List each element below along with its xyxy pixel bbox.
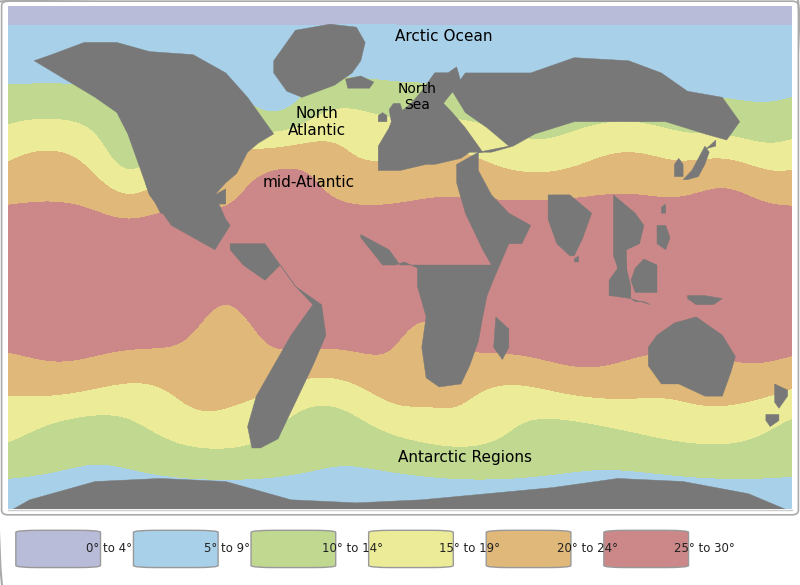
Text: 5° to 9°: 5° to 9° (204, 542, 250, 555)
Polygon shape (145, 183, 165, 213)
FancyBboxPatch shape (134, 530, 218, 567)
FancyBboxPatch shape (486, 530, 571, 567)
Polygon shape (657, 225, 670, 250)
Polygon shape (389, 104, 404, 128)
Polygon shape (631, 298, 650, 305)
Text: North
Atlantic: North Atlantic (288, 105, 346, 138)
Polygon shape (411, 67, 461, 106)
Text: 20° to 24°: 20° to 24° (557, 542, 618, 555)
Polygon shape (274, 24, 365, 97)
Text: 0° to 4°: 0° to 4° (86, 542, 132, 555)
Polygon shape (662, 204, 666, 213)
Text: Arctic Ocean: Arctic Ocean (395, 29, 492, 44)
Polygon shape (683, 146, 710, 180)
Polygon shape (8, 479, 792, 555)
Text: Antarctic Regions: Antarctic Regions (398, 450, 532, 464)
Polygon shape (687, 295, 722, 305)
Polygon shape (494, 317, 509, 360)
Polygon shape (648, 317, 735, 396)
FancyBboxPatch shape (604, 530, 689, 567)
Polygon shape (34, 43, 274, 250)
Polygon shape (614, 195, 644, 274)
Polygon shape (215, 189, 226, 204)
Polygon shape (574, 256, 578, 262)
Polygon shape (774, 384, 788, 408)
FancyBboxPatch shape (16, 530, 101, 567)
Polygon shape (618, 256, 626, 274)
Polygon shape (452, 58, 740, 170)
Polygon shape (378, 73, 482, 170)
Text: 25° to 30°: 25° to 30° (674, 542, 735, 555)
Polygon shape (609, 268, 631, 298)
Text: 15° to 19°: 15° to 19° (439, 542, 500, 555)
Polygon shape (548, 195, 592, 256)
Polygon shape (378, 112, 387, 122)
Polygon shape (230, 244, 326, 448)
Polygon shape (705, 140, 716, 149)
FancyBboxPatch shape (251, 530, 336, 567)
Polygon shape (766, 414, 779, 426)
Polygon shape (361, 235, 509, 387)
FancyBboxPatch shape (369, 530, 454, 567)
Polygon shape (346, 76, 374, 88)
Polygon shape (457, 164, 530, 265)
Text: North
Sea: North Sea (398, 82, 437, 112)
Polygon shape (674, 159, 683, 177)
Polygon shape (631, 259, 657, 292)
Text: 10° to 14°: 10° to 14° (322, 542, 382, 555)
Text: mid-Atlantic: mid-Atlantic (262, 175, 354, 190)
